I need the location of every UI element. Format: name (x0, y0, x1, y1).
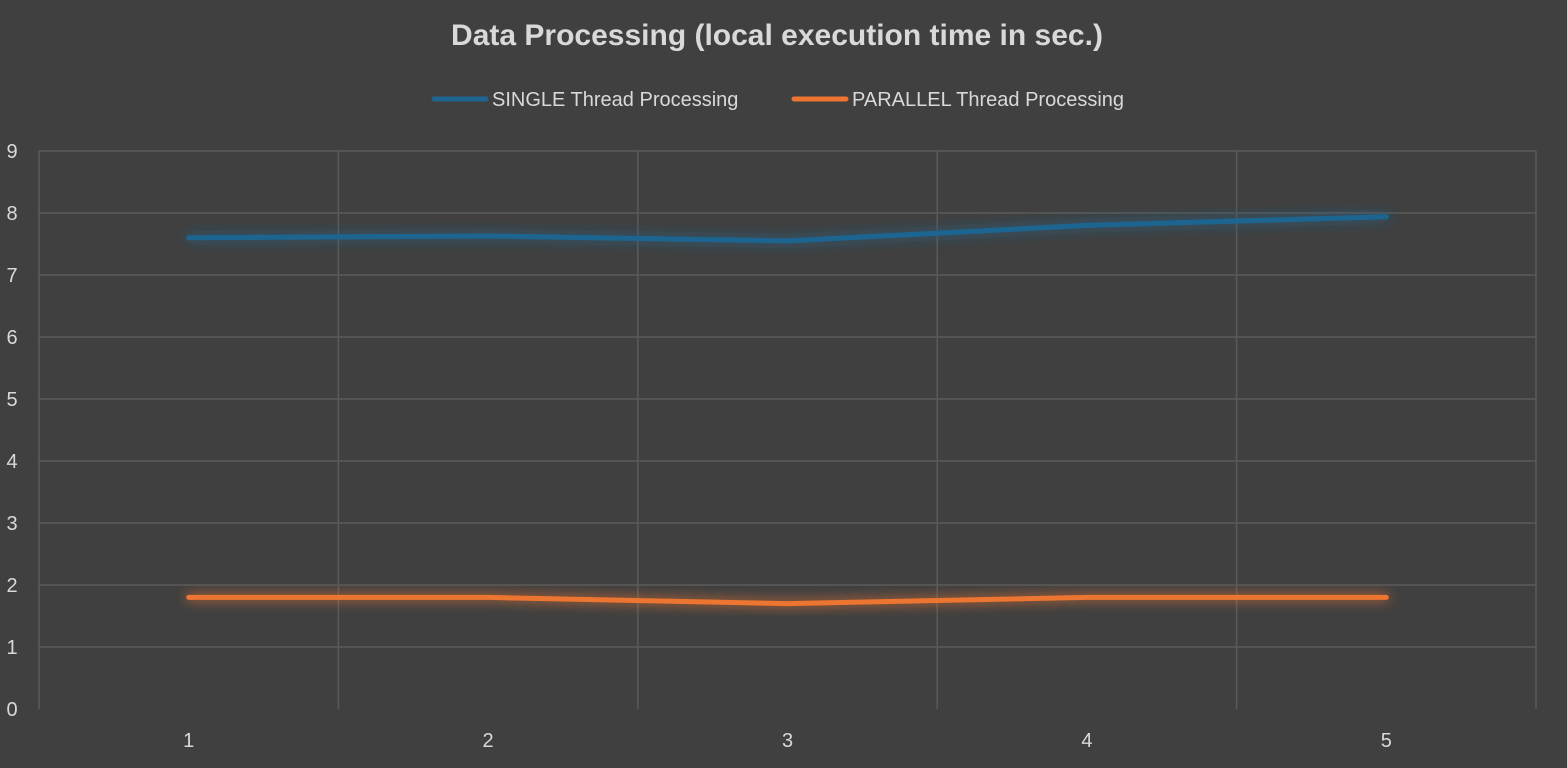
legend: SINGLE Thread Processing PARALLEL Thread … (431, 89, 1124, 111)
legend-label: SINGLE Thread Processing (492, 89, 738, 111)
y-tick-label: 5 (6, 389, 17, 411)
y-tick-label: 3 (6, 513, 17, 535)
x-tick-label: 2 (483, 730, 494, 752)
y-tick-label: 4 (6, 451, 17, 473)
x-tick-label: 1 (183, 730, 194, 752)
grid (38, 150, 1537, 709)
y-tick-label: 6 (6, 327, 17, 349)
series-line-parallel-thread (186, 594, 1389, 607)
y-tick-label: 2 (6, 575, 17, 597)
y-tick-label: 0 (6, 699, 17, 721)
y-axis: 0 1 2 3 4 5 6 7 8 9 (6, 141, 17, 721)
x-tick-label: 5 (1381, 730, 1392, 752)
series-group (186, 214, 1389, 607)
y-tick-label: 1 (6, 637, 17, 659)
legend-label: PARALLEL Thread Processing (852, 89, 1124, 111)
y-tick-label: 8 (6, 203, 17, 225)
x-tick-label: 4 (1081, 730, 1092, 752)
x-axis: 1 2 3 4 5 (183, 730, 1392, 752)
y-tick-label: 9 (6, 141, 17, 163)
x-tick-label: 3 (782, 730, 793, 752)
chart-title: Data Processing (local execution time in… (451, 19, 1103, 52)
series-line-single-thread (186, 214, 1389, 244)
y-tick-label: 7 (6, 265, 17, 287)
